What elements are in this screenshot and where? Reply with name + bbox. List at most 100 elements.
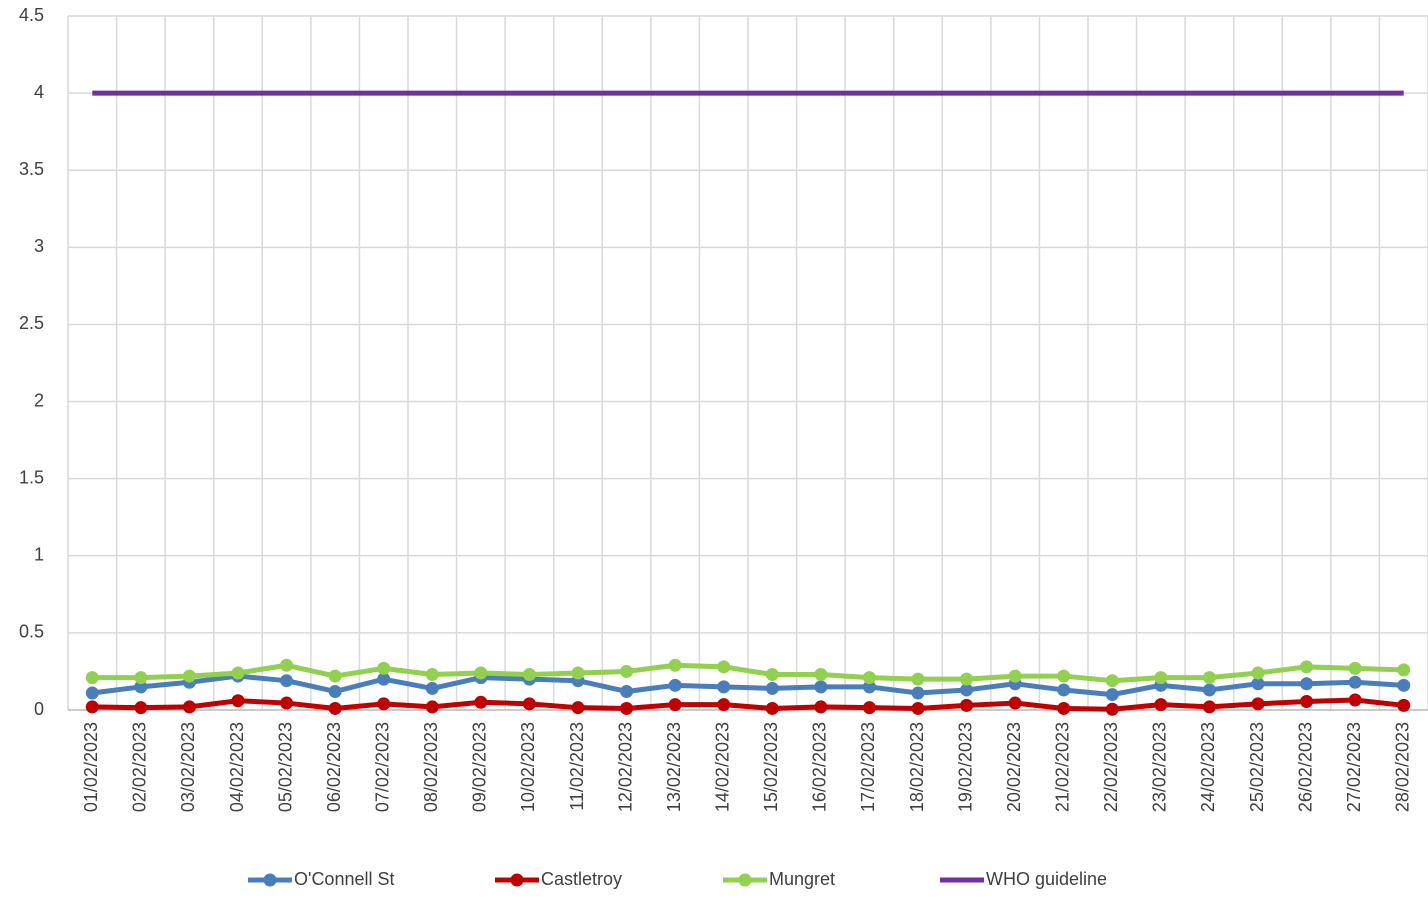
point	[765, 681, 779, 695]
series-line	[92, 662, 1404, 684]
point	[960, 698, 974, 712]
series-line	[92, 697, 1404, 712]
point	[1348, 661, 1362, 675]
point	[231, 694, 245, 708]
x-tick-label: 28/02/2023	[1392, 722, 1412, 812]
point	[911, 672, 925, 686]
point	[1397, 698, 1411, 712]
legend-label: Mungret	[769, 869, 835, 889]
point	[911, 701, 925, 715]
point	[862, 680, 876, 694]
point	[1202, 671, 1216, 685]
point	[1397, 678, 1411, 692]
point	[1251, 697, 1265, 711]
point	[377, 672, 391, 686]
point	[1057, 669, 1071, 683]
point	[571, 701, 585, 715]
point	[134, 671, 148, 685]
point	[1105, 688, 1119, 702]
point	[280, 658, 294, 672]
point	[814, 700, 828, 714]
x-tick-label: 27/02/2023	[1344, 722, 1364, 812]
point	[1348, 675, 1362, 689]
point	[328, 701, 342, 715]
point	[1251, 666, 1265, 680]
point	[182, 700, 196, 714]
legend-label: Castletroy	[541, 869, 622, 889]
x-tick-label: 10/02/2023	[518, 722, 538, 812]
series-line	[91, 673, 1404, 698]
x-tick-label: 22/02/2023	[1101, 722, 1121, 812]
x-tick-label: 25/02/2023	[1247, 722, 1267, 812]
point	[1008, 696, 1022, 710]
point	[620, 701, 634, 715]
point	[620, 664, 634, 678]
point	[425, 681, 439, 695]
point	[620, 684, 634, 698]
x-tick-label: 17/02/2023	[858, 722, 878, 812]
point	[328, 684, 342, 698]
point	[1348, 693, 1362, 707]
y-tick-label: 1.5	[19, 467, 44, 487]
x-tick-label: 05/02/2023	[275, 722, 295, 812]
x-tick-label: 20/02/2023	[1004, 722, 1024, 812]
point	[862, 701, 876, 715]
point	[1154, 698, 1168, 712]
point	[182, 669, 196, 683]
point	[1202, 683, 1216, 697]
x-tick-label: 07/02/2023	[372, 722, 392, 812]
x-tick-label: 01/02/2023	[81, 722, 101, 812]
x-tick-label: 21/02/2023	[1052, 722, 1072, 812]
point	[474, 666, 488, 680]
point	[328, 669, 342, 683]
point	[522, 697, 536, 711]
point	[1202, 700, 1216, 714]
point	[231, 666, 245, 680]
point	[1251, 677, 1265, 691]
point	[717, 660, 731, 674]
x-tick-label: 15/02/2023	[761, 722, 781, 812]
y-tick-label: 2	[34, 390, 44, 410]
x-tick-label: 08/02/2023	[421, 722, 441, 812]
point	[134, 701, 148, 715]
x-tick-label: 12/02/2023	[615, 722, 635, 812]
point	[960, 672, 974, 686]
point	[717, 698, 731, 712]
point	[1300, 660, 1314, 674]
legend-label: O'Connell St	[294, 869, 395, 889]
y-tick-label: 4.5	[19, 5, 44, 25]
x-tick-label: 09/02/2023	[470, 722, 490, 812]
point	[377, 697, 391, 711]
legend-label: WHO guideline	[986, 869, 1107, 889]
x-tick-label: 04/02/2023	[227, 722, 247, 812]
point	[280, 674, 294, 688]
point	[85, 671, 99, 685]
point	[1300, 677, 1314, 691]
y-tick-label: 3.5	[19, 159, 44, 179]
point	[765, 668, 779, 682]
point	[377, 661, 391, 675]
x-tick-label: 06/02/2023	[324, 722, 344, 812]
point	[425, 668, 439, 682]
x-tick-label: 26/02/2023	[1295, 722, 1315, 812]
point	[814, 668, 828, 682]
point	[1105, 674, 1119, 688]
x-tick-label: 18/02/2023	[907, 722, 927, 812]
point	[717, 680, 731, 694]
point	[522, 668, 536, 682]
x-tick-label: 19/02/2023	[955, 722, 975, 812]
point	[1397, 663, 1411, 677]
point	[668, 678, 682, 692]
point	[668, 698, 682, 712]
x-tick-label: 02/02/2023	[130, 722, 150, 812]
x-tick-label: 13/02/2023	[664, 722, 684, 812]
y-tick-label: 2.5	[19, 313, 44, 333]
point	[814, 680, 828, 694]
point	[85, 686, 99, 700]
point	[280, 696, 294, 710]
x-tick-label: 14/02/2023	[712, 722, 732, 812]
legend-marker	[263, 873, 277, 887]
point	[425, 700, 439, 714]
point	[1008, 669, 1022, 683]
